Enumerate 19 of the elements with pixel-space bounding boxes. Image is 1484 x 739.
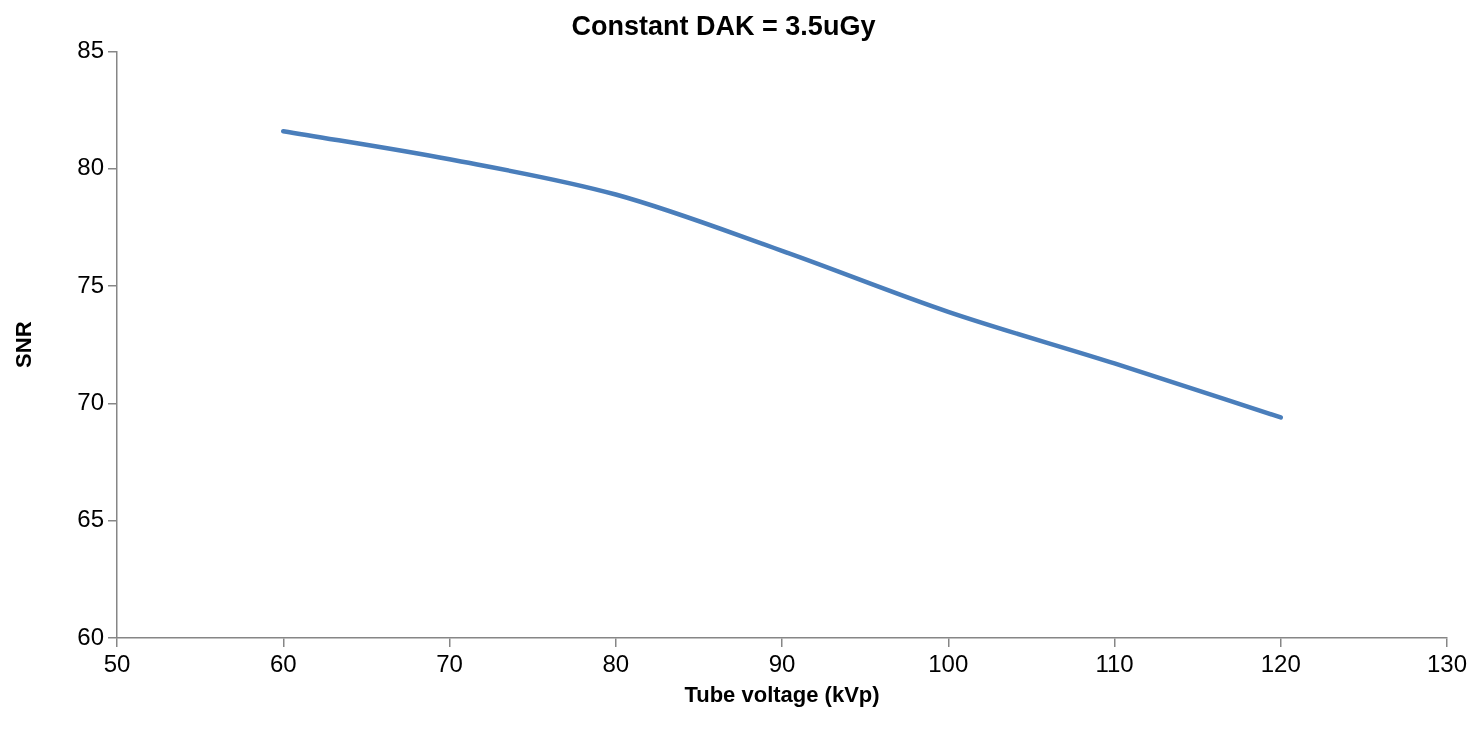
x-tick-label: 130 <box>1426 650 1468 678</box>
y-tick-label: 70 <box>77 387 104 415</box>
y-tick-label: 65 <box>77 505 104 533</box>
x-tick-label: 60 <box>269 650 297 678</box>
x-tick-label: 90 <box>768 650 796 678</box>
line-series <box>281 128 1283 420</box>
y-tick-label: 60 <box>77 622 104 650</box>
x-tick-label: 50 <box>103 650 131 678</box>
chart-title: Constant DAK = 3.5uGy <box>571 10 876 41</box>
x-tick-label: 70 <box>436 650 463 678</box>
x-axis-title: Tube voltage (kVp) <box>684 681 880 707</box>
y-tick-label: 75 <box>77 270 104 298</box>
x-tick-label: 100 <box>928 650 969 678</box>
y-axis-title: SNR <box>11 321 37 368</box>
x-tick-label: 120 <box>1260 650 1301 678</box>
y-tick-label: 85 <box>77 36 104 64</box>
x-tick-label: 110 <box>1095 650 1134 678</box>
y-tick-label: 80 <box>77 153 104 181</box>
x-tick-label: 80 <box>602 650 630 678</box>
